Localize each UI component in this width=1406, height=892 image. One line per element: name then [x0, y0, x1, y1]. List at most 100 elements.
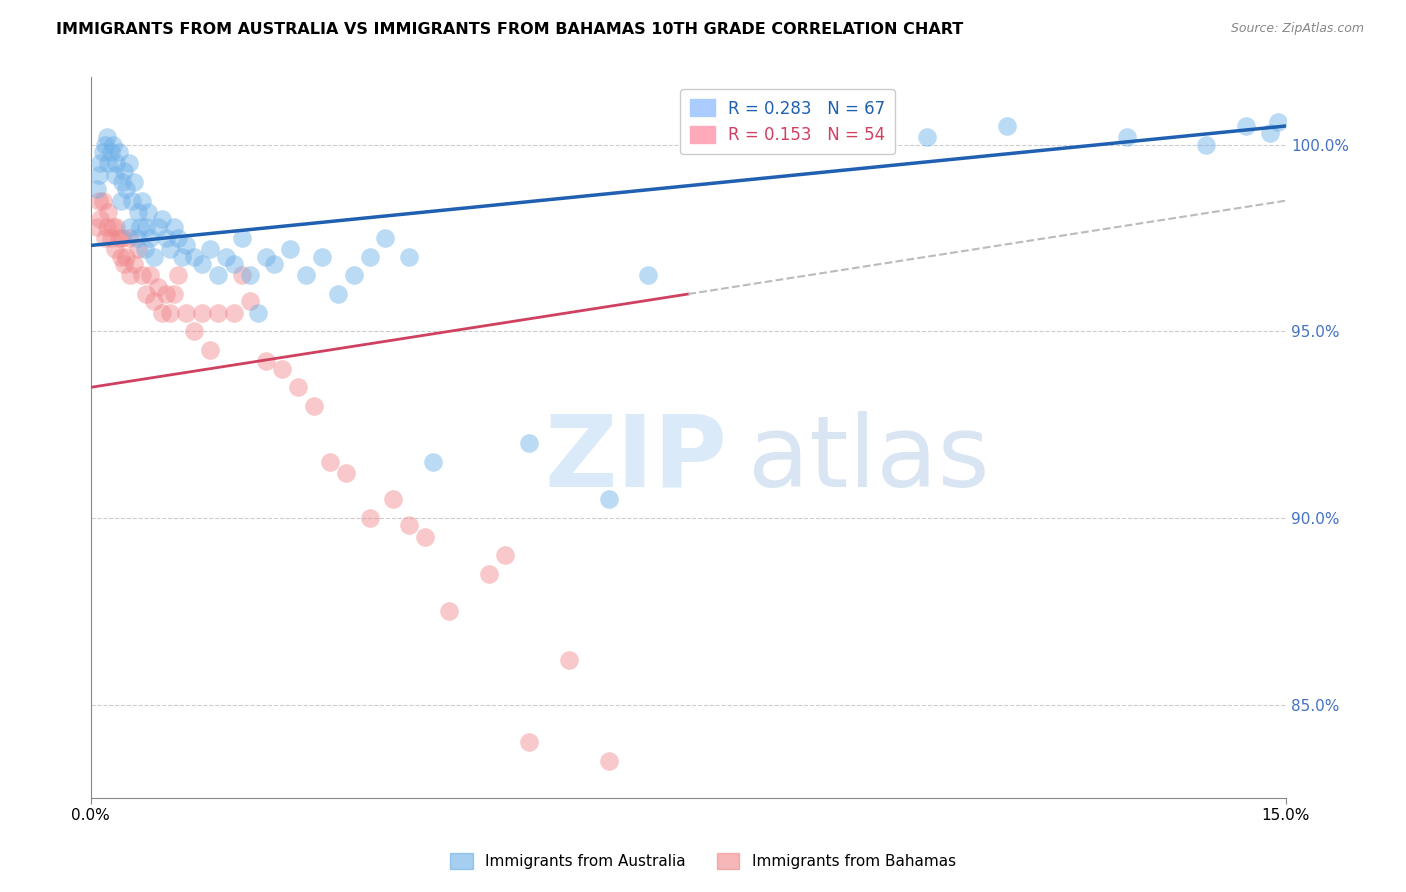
Point: [995, 119, 1018, 133]
Point: [191, 306, 214, 320]
Point: [174, 238, 197, 252]
Point: [91, 194, 114, 208]
Point: [263, 257, 285, 271]
Point: [598, 492, 620, 507]
Point: [134, 242, 156, 256]
Point: [163, 219, 186, 234]
Point: [94, 137, 117, 152]
Point: [120, 219, 142, 234]
Point: [382, 492, 405, 507]
Point: [103, 168, 125, 182]
Point: [239, 294, 262, 309]
Point: [115, 250, 138, 264]
Point: [131, 268, 153, 283]
Point: [494, 549, 516, 563]
Point: [86, 219, 108, 234]
Point: [439, 604, 461, 618]
Point: [302, 399, 325, 413]
Point: [129, 219, 152, 234]
Point: [163, 287, 186, 301]
Point: [517, 735, 540, 749]
Text: ZIP: ZIP: [546, 411, 728, 508]
Point: [326, 287, 349, 301]
Point: [413, 530, 436, 544]
Point: [1195, 137, 1218, 152]
Point: [335, 467, 357, 481]
Point: [1234, 119, 1257, 133]
Point: [398, 250, 420, 264]
Point: [155, 287, 177, 301]
Point: [118, 231, 141, 245]
Point: [239, 268, 262, 283]
Point: [105, 219, 128, 234]
Legend: R = 0.283   N = 67, R = 0.153   N = 54: R = 0.283 N = 67, R = 0.153 N = 54: [679, 89, 896, 154]
Text: atlas: atlas: [748, 411, 990, 508]
Point: [110, 194, 132, 208]
Point: [278, 242, 301, 256]
Point: [207, 306, 229, 320]
Point: [139, 268, 162, 283]
Text: IMMIGRANTS FROM AUSTRALIA VS IMMIGRANTS FROM BAHAMAS 10TH GRADE CORRELATION CHAR: IMMIGRANTS FROM AUSTRALIA VS IMMIGRANTS …: [56, 22, 963, 37]
Point: [254, 250, 277, 264]
Point: [359, 250, 381, 264]
Point: [374, 231, 396, 245]
Point: [135, 219, 157, 234]
Point: [89, 156, 111, 170]
Point: [215, 250, 238, 264]
Point: [254, 354, 277, 368]
Point: [101, 219, 124, 234]
Point: [143, 294, 166, 309]
Legend: Immigrants from Australia, Immigrants from Bahamas: Immigrants from Australia, Immigrants fr…: [444, 847, 962, 875]
Point: [127, 242, 149, 256]
Point: [398, 518, 420, 533]
Point: [359, 511, 381, 525]
Point: [148, 219, 170, 234]
Point: [115, 182, 138, 196]
Point: [107, 231, 129, 245]
Point: [91, 145, 114, 160]
Point: [148, 279, 170, 293]
Point: [112, 257, 135, 271]
Point: [294, 268, 316, 283]
Point: [87, 194, 110, 208]
Point: [183, 250, 205, 264]
Point: [478, 567, 501, 582]
Point: [124, 175, 146, 189]
Point: [287, 380, 309, 394]
Point: [111, 231, 134, 245]
Point: [87, 168, 110, 182]
Point: [136, 205, 159, 219]
Point: [110, 250, 132, 264]
Point: [311, 250, 333, 264]
Point: [183, 324, 205, 338]
Point: [222, 306, 245, 320]
Point: [198, 343, 221, 357]
Point: [100, 231, 122, 245]
Point: [150, 306, 173, 320]
Point: [111, 175, 134, 189]
Point: [86, 182, 108, 196]
Point: [1115, 130, 1137, 145]
Point: [191, 257, 214, 271]
Point: [94, 231, 117, 245]
Point: [159, 242, 181, 256]
Point: [124, 257, 146, 271]
Point: [150, 212, 173, 227]
Point: [96, 130, 118, 145]
Point: [101, 137, 124, 152]
Point: [112, 163, 135, 178]
Point: [100, 145, 122, 160]
Point: [1267, 115, 1289, 129]
Point: [558, 653, 581, 667]
Point: [167, 268, 190, 283]
Point: [97, 205, 120, 219]
Point: [121, 194, 143, 208]
Point: [118, 156, 141, 170]
Point: [517, 436, 540, 450]
Point: [422, 455, 444, 469]
Point: [103, 242, 125, 256]
Text: Source: ZipAtlas.com: Source: ZipAtlas.com: [1230, 22, 1364, 36]
Point: [159, 306, 181, 320]
Point: [127, 205, 149, 219]
Point: [222, 257, 245, 271]
